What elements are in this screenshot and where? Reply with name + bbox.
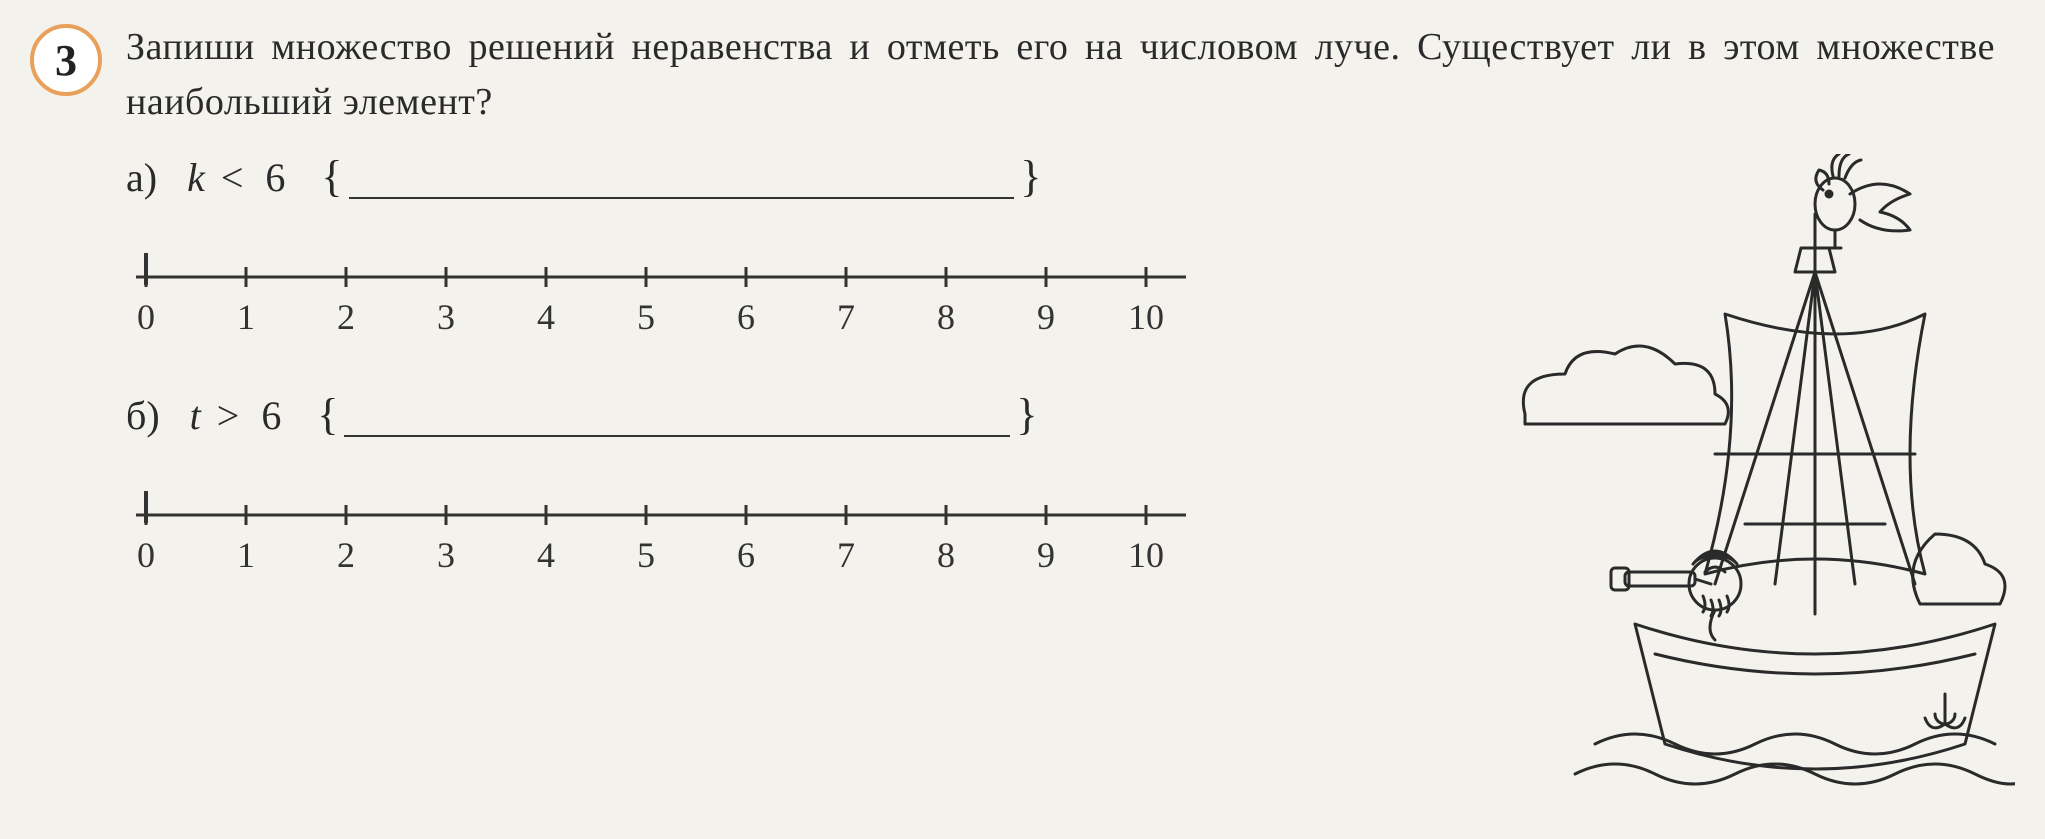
open-brace-icon: { (321, 155, 342, 199)
svg-text:9: 9 (1037, 535, 1055, 575)
problem-number: 3 (55, 35, 77, 86)
svg-text:8: 8 (937, 297, 955, 337)
svg-text:2: 2 (337, 297, 355, 337)
svg-text:6: 6 (737, 297, 755, 337)
part-a-inequality: k < 6 (187, 154, 291, 201)
blank-line (344, 397, 1010, 437)
svg-text:6: 6 (737, 535, 755, 575)
part-b-rhs: 6 (255, 393, 287, 438)
exercise-column: а) k < 6 { } 012345678910 (126, 154, 1495, 799)
problem-number-badge: 3 (30, 24, 102, 96)
svg-text:10: 10 (1128, 535, 1164, 575)
svg-text:4: 4 (537, 535, 555, 575)
problem-container: 3 Запиши множество решений неравенства и… (30, 20, 2015, 799)
part-b-numberline[interactable]: 0 1 2 3 4 5 6 7 8 9 10 (126, 475, 1206, 595)
part-a-numberline[interactable]: 0 1 2 3 4 5 6 7 8 9 10 (126, 237, 1206, 357)
svg-text:0: 0 (137, 297, 155, 337)
part-a-op: < (215, 155, 250, 200)
part-b-answer-blank[interactable]: { } (317, 393, 1037, 437)
svg-text:1: 1 (237, 535, 255, 575)
problem-content: Запиши множество решений неравенства и о… (126, 20, 2015, 799)
close-brace-icon: } (1016, 393, 1037, 437)
svg-text:7: 7 (837, 535, 855, 575)
ship-illustration (1515, 154, 2015, 799)
part-a-label: а) (126, 154, 157, 201)
part-b: б) t > 6 { } 0 1 2 3 4 5 6 7 8 9 10 (126, 392, 1495, 600)
blank-line (349, 159, 1015, 199)
problem-prompt: Запиши множество решений неравенства и о… (126, 20, 2015, 130)
svg-text:5: 5 (637, 297, 655, 337)
part-b-label: б) (126, 392, 160, 439)
part-a-var: k (187, 155, 205, 200)
part-b-head: б) t > 6 { } (126, 392, 1495, 439)
close-brace-icon: } (1020, 155, 1041, 199)
svg-text:5: 5 (637, 535, 655, 575)
svg-text:8: 8 (937, 535, 955, 575)
part-a-head: а) k < 6 { } (126, 154, 1495, 201)
part-a: а) k < 6 { } 0 1 2 3 4 5 6 7 8 9 10 (126, 154, 1495, 362)
svg-text:4: 4 (537, 297, 555, 337)
svg-text:3: 3 (437, 297, 455, 337)
svg-text:10: 10 (1128, 297, 1164, 337)
svg-text:9: 9 (1037, 297, 1055, 337)
part-b-var: t (190, 393, 201, 438)
ship-svg (1515, 154, 2015, 794)
svg-text:2: 2 (337, 535, 355, 575)
open-brace-icon: { (317, 393, 338, 437)
part-b-inequality: t > 6 (190, 392, 288, 439)
part-a-rhs: 6 (259, 155, 291, 200)
svg-text:1: 1 (237, 297, 255, 337)
part-a-answer-blank[interactable]: { } (321, 155, 1041, 199)
svg-text:0: 0 (137, 535, 155, 575)
svg-text:7: 7 (837, 297, 855, 337)
problem-body: а) k < 6 { } 012345678910 (126, 154, 2015, 799)
svg-text:3: 3 (437, 535, 455, 575)
part-b-op: > (211, 393, 246, 438)
